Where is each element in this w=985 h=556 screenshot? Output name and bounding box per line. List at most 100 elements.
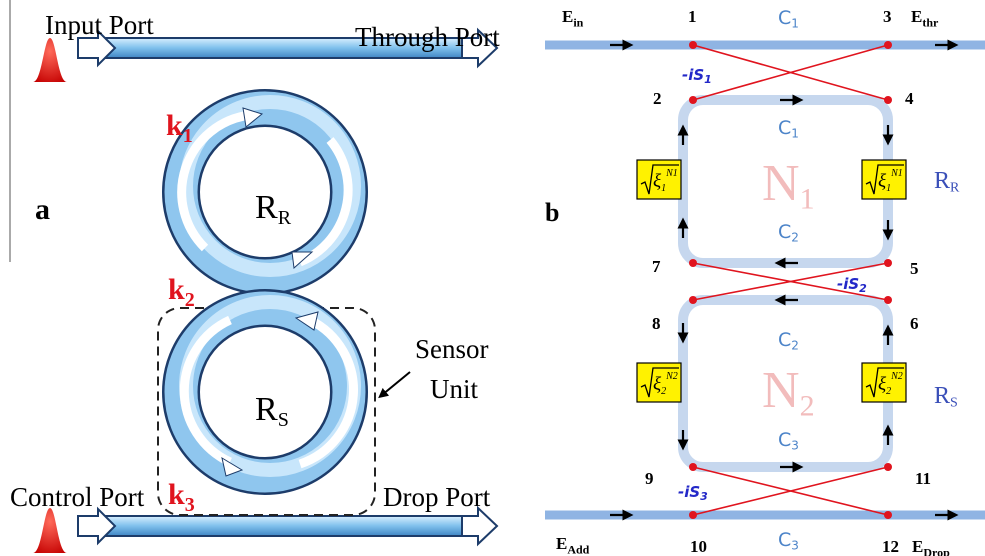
coupling-label: k1 [166, 109, 193, 147]
text-part: E [911, 7, 922, 26]
sensor-label: Unit [430, 374, 479, 404]
text-part: -iS [682, 66, 704, 84]
loss-factor: ξ1N1 [862, 160, 906, 199]
loss-factor: ξ2N2 [862, 363, 906, 402]
text-part: C [778, 429, 791, 451]
text-part: 1 [800, 182, 815, 215]
port-label: EDrop [912, 537, 950, 556]
text-part: R [934, 383, 950, 409]
control-pulse [33, 508, 67, 553]
text-part: 2 [661, 386, 666, 397]
coupler-label: -iS3 [678, 483, 708, 503]
loss-factor: ξ1N1 [637, 160, 681, 199]
segment-label: C1 [778, 117, 799, 140]
text-part: in [573, 15, 583, 29]
segment-label: C1 [778, 7, 799, 30]
coupling-label: k2 [168, 273, 195, 311]
segment-label: C3 [778, 429, 799, 452]
panel-b [545, 41, 985, 519]
text-part: N [762, 155, 800, 212]
panel-label: a [35, 193, 50, 226]
text-part: 1 [661, 183, 666, 194]
text-part: C [778, 221, 791, 243]
ring-name: N2 [762, 362, 815, 422]
text-part: 2 [791, 338, 799, 352]
text-part: C [778, 117, 791, 139]
panel-label: b [545, 198, 559, 227]
segment-label: C2 [778, 329, 799, 352]
page: { "panel_a": { "label": "a", "input_port… [0, 0, 985, 556]
sensor-pointer [382, 372, 410, 395]
text-part: 3 [185, 494, 195, 516]
text-part: R [950, 181, 960, 196]
node-number: 11 [915, 469, 931, 488]
node-number: 12 [882, 537, 899, 556]
text-part: -iS [837, 275, 859, 293]
text-part: S [950, 396, 958, 411]
sensor-label: Sensor [415, 334, 489, 364]
text-part: -iS [678, 483, 700, 501]
ring-name: N1 [762, 155, 815, 215]
text-part: 1 [704, 73, 712, 86]
node-number: 7 [652, 257, 661, 276]
node-number: 1 [688, 7, 697, 26]
text-part: k [166, 109, 183, 142]
text-part: k [168, 273, 185, 306]
text-part: R [278, 207, 292, 229]
text-part: 2 [185, 289, 195, 311]
text-part: 3 [700, 490, 708, 503]
ring-label: RS [255, 391, 289, 431]
text-part: E [562, 7, 573, 26]
input-pulse [33, 38, 67, 82]
text-part: 2 [859, 282, 867, 295]
node-number: 3 [883, 7, 892, 26]
text-part: C [778, 529, 791, 551]
segment-label: C3 [778, 529, 799, 552]
node-number: 9 [645, 469, 654, 488]
text-part: thr [922, 15, 939, 29]
through-port-label: Through Port [355, 22, 500, 52]
panel-a [10, 0, 497, 553]
node-number: 5 [910, 259, 919, 278]
text-part: 1 [791, 16, 799, 30]
text-part: S [278, 409, 289, 431]
text-part: k [168, 478, 185, 511]
text-part: E [556, 534, 567, 553]
text-part: N2 [665, 371, 678, 382]
figure: a Input Port Through Port Control Port Drop … [0, 0, 985, 556]
node-number: 4 [905, 89, 914, 108]
text-part: Add [567, 542, 589, 556]
text-part: N2 [890, 371, 903, 382]
text-part: R [255, 189, 278, 226]
text-part: C [778, 7, 791, 29]
text-part: E [912, 537, 923, 556]
input-port-label: Input Port [45, 10, 154, 40]
loss-factor: ξ2N2 [637, 363, 681, 402]
port-label: Ein [562, 7, 584, 29]
text-part: 2 [800, 389, 815, 422]
coupler-label: -iS1 [682, 66, 712, 86]
segment-label: C2 [778, 221, 799, 244]
text-part: 1 [183, 125, 193, 147]
coupler-label: -iS2 [837, 275, 867, 295]
coupling-label: k3 [168, 478, 195, 516]
port-label: Ethr [911, 7, 939, 29]
drop-port-label: Drop Port [383, 482, 491, 512]
text-part: N1 [665, 168, 678, 179]
text-part: C [778, 329, 791, 351]
node-number: 8 [652, 314, 661, 333]
text-part: N1 [890, 168, 903, 179]
text-part: 2 [791, 230, 799, 244]
text-part: R [934, 168, 950, 194]
port-label: EAdd [556, 534, 590, 556]
text-part: 1 [886, 183, 891, 194]
node-number: 6 [910, 314, 919, 333]
node-number: 10 [690, 537, 707, 556]
text-part: R [255, 391, 278, 428]
ring-label: RR [934, 168, 960, 196]
text-part: Drop [923, 545, 950, 556]
ring-label: RS [934, 383, 958, 411]
control-port-label: Control Port [10, 482, 145, 512]
bottom-waveguide [78, 508, 497, 544]
ring-label: RR [255, 189, 292, 229]
